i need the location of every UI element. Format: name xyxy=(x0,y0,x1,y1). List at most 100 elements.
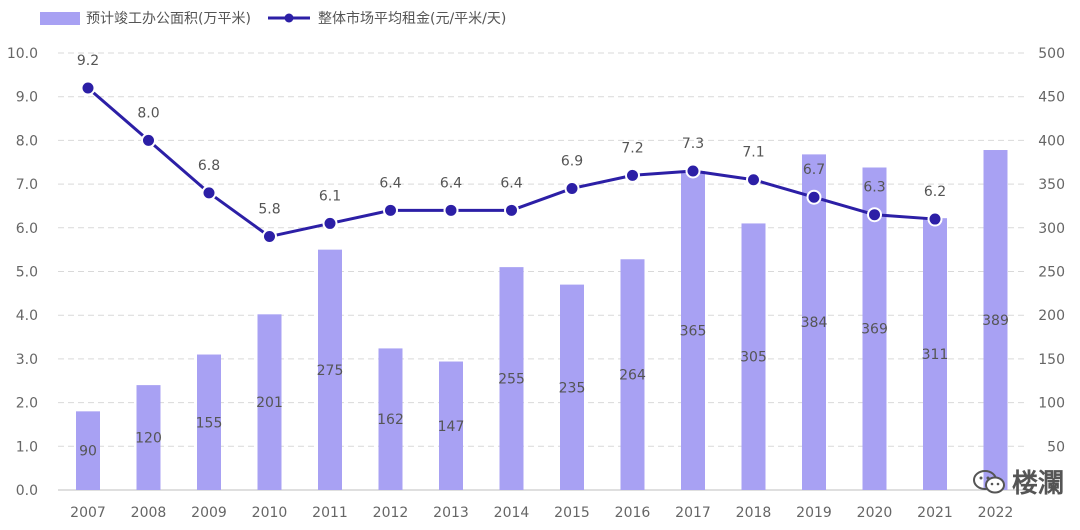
right-tick-label: 350 xyxy=(1038,177,1065,193)
rent-value-label: 7.1 xyxy=(742,145,764,161)
bar-value-label: 147 xyxy=(438,419,465,435)
rent-point xyxy=(625,167,640,183)
bar-value-label: 365 xyxy=(680,323,707,339)
bar xyxy=(741,223,766,490)
rent-value-label: 6.2 xyxy=(924,184,946,200)
legend-bar-swatch xyxy=(40,11,80,25)
x-tick-label: 2015 xyxy=(554,505,590,521)
rent-point xyxy=(564,180,580,196)
bar-value-label: 90 xyxy=(79,444,97,460)
bar xyxy=(620,259,645,490)
left-tick-label: 1.0 xyxy=(16,439,38,455)
rent-value-label: 6.7 xyxy=(803,162,825,178)
rent-point xyxy=(201,185,217,201)
bar-value-label: 201 xyxy=(256,395,283,411)
bar-value-label: 311 xyxy=(922,347,949,363)
wechat-icon xyxy=(972,469,1005,493)
legend-item-line: 整体市场平均租金(元/平米/天) xyxy=(268,8,506,28)
x-tick-label: 2021 xyxy=(917,505,953,521)
x-tick-label: 2019 xyxy=(796,505,832,521)
right-tick-label: 300 xyxy=(1038,221,1065,237)
bar xyxy=(197,354,221,490)
x-tick-label: 2017 xyxy=(675,505,711,521)
bar xyxy=(257,314,282,490)
x-tick-label: 2012 xyxy=(373,505,409,521)
rent-value-label: 6.4 xyxy=(379,175,401,191)
left-tick-label: 7.0 xyxy=(16,177,38,193)
left-tick-label: 10.0 xyxy=(7,46,38,62)
rent-point xyxy=(322,215,338,231)
right-tick-label: 200 xyxy=(1038,308,1065,324)
rent-value-label: 6.1 xyxy=(319,188,341,204)
rent-point xyxy=(867,207,882,223)
bar-value-label: 389 xyxy=(982,313,1009,329)
x-tick-label: 2016 xyxy=(615,505,651,521)
left-tick-label: 5.0 xyxy=(16,265,38,281)
bar xyxy=(983,150,1008,490)
rent-value-label: 7.3 xyxy=(682,136,704,152)
x-tick-label: 2022 xyxy=(978,505,1014,521)
rent-value-label: 6.9 xyxy=(561,153,583,169)
bar-value-label: 384 xyxy=(801,315,828,331)
x-tick-label: 2011 xyxy=(312,505,348,521)
bar-value-label: 369 xyxy=(861,322,888,338)
bar xyxy=(499,267,524,490)
bar-value-label: 235 xyxy=(559,380,586,396)
right-tick-label: 150 xyxy=(1038,352,1065,368)
bar xyxy=(318,249,342,490)
rent-point xyxy=(746,172,761,188)
right-tick-label: 400 xyxy=(1038,133,1065,149)
x-tick-label: 2009 xyxy=(191,505,227,521)
legend-line-swatch xyxy=(268,13,310,23)
x-tick-label: 2020 xyxy=(857,505,893,521)
left-tick-label: 0.0 xyxy=(16,483,38,499)
right-tick-label: 500 xyxy=(1038,46,1065,62)
rent-point xyxy=(806,189,822,205)
rent-value-label: 6.4 xyxy=(500,175,522,191)
bar xyxy=(802,154,826,490)
rent-value-label: 6.3 xyxy=(863,180,885,196)
x-tick-label: 2018 xyxy=(736,505,772,521)
left-tick-label: 9.0 xyxy=(16,90,38,106)
rent-point xyxy=(504,202,519,218)
bar xyxy=(378,348,403,490)
x-axis: 2007 2008 2009 2010 2011 2012 2013 2014 2015 2016… xyxy=(70,505,1013,521)
x-tick-label: 2010 xyxy=(252,505,288,521)
rent-value-label: 7.2 xyxy=(621,140,643,156)
right-y-axis: 50 100 150 200 250 300 350 400 450 500 xyxy=(1038,46,1065,455)
rent-point xyxy=(80,80,96,96)
bar-value-label: 155 xyxy=(196,415,223,431)
bar xyxy=(439,361,463,490)
rent-value-label: 6.4 xyxy=(440,175,462,191)
bar xyxy=(560,284,584,490)
left-tick-label: 8.0 xyxy=(16,133,38,149)
bar-value-label: 264 xyxy=(619,368,646,384)
x-tick-label: 2013 xyxy=(433,505,469,521)
right-tick-label: 250 xyxy=(1038,265,1065,281)
right-tick-label: 50 xyxy=(1047,439,1065,455)
rent-point xyxy=(685,163,701,179)
bar-value-label: 120 xyxy=(135,431,162,447)
bar-value-labels: 90 120 155 201 275 162 147 255 235 264 365 305 384 36… xyxy=(79,313,1009,460)
legend-bar-label: 预计竣工办公面积(万平米) xyxy=(86,11,251,27)
bar-value-label: 275 xyxy=(317,363,344,379)
rent-value-label: 6.8 xyxy=(198,158,220,174)
x-tick-label: 2008 xyxy=(131,505,167,521)
rent-point xyxy=(383,202,398,218)
left-tick-label: 4.0 xyxy=(16,308,38,324)
line-value-labels: 9.2 8.0 6.8 5.8 6.1 6.4 6.4 6.4 6.9 7.2 7.3 7.1 6.7 6… xyxy=(77,53,946,218)
line-series xyxy=(80,80,943,245)
rent-point xyxy=(262,229,277,245)
left-tick-label: 3.0 xyxy=(16,352,38,368)
rent-value-label: 5.8 xyxy=(258,202,280,218)
left-y-axis: 0.0 1.0 2.0 3.0 4.0 5.0 6.0 7.0 8.0 9.0 10.0 xyxy=(7,46,38,499)
bar-value-label: 162 xyxy=(377,412,404,428)
gridlines xyxy=(58,52,1026,491)
left-tick-label: 2.0 xyxy=(16,396,38,412)
bar xyxy=(923,218,947,490)
bar xyxy=(136,385,161,490)
legend-line-label: 整体市场平均租金(元/平米/天) xyxy=(318,11,507,27)
legend-item-bar: 预计竣工办公面积(万平米) xyxy=(40,8,251,28)
left-tick-label: 6.0 xyxy=(16,221,38,237)
